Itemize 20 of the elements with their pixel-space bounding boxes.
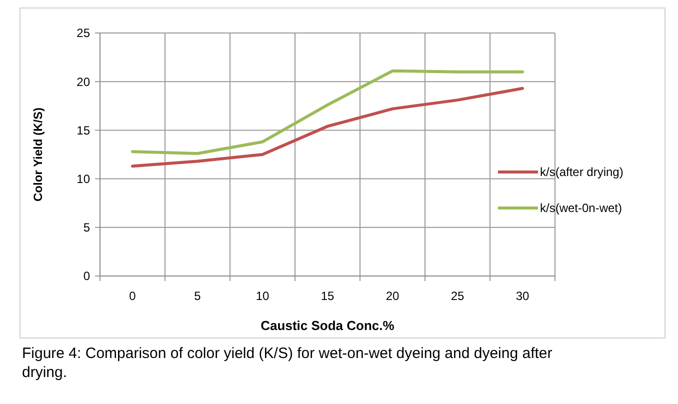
line-series — [131, 86, 524, 168]
legend-label: k/s(after drying) — [540, 165, 624, 180]
x-tick-label: 25 — [450, 289, 464, 303]
x-axis-title: Caustic Soda Conc.% — [260, 318, 395, 333]
x-tick-label: 30 — [516, 289, 530, 303]
y-tick-label: 15 — [76, 123, 90, 138]
y-tick-label: 5 — [83, 220, 90, 235]
y-axis-title: Color Yield (K/S) — [31, 107, 45, 202]
y-tick-label: 20 — [76, 74, 90, 89]
legend-label: k/s(wet-0n-wet) — [540, 201, 622, 216]
y-tick-label: 0 — [83, 269, 90, 284]
line-series — [131, 69, 524, 156]
x-tick-label: 0 — [129, 289, 136, 303]
x-tick-label: 5 — [194, 289, 202, 303]
y-tick-label: 25 — [76, 26, 90, 40]
y-tick-label: 10 — [76, 172, 90, 186]
x-tick-label: 10 — [256, 289, 270, 303]
x-tick-label: 20 — [386, 289, 400, 303]
caption: Figure 4: Comparison of color yield (K/S) for wet-on-wet dyeing and dyeing after drying. — [22, 345, 552, 381]
x-tick-label: 15 — [320, 289, 334, 303]
